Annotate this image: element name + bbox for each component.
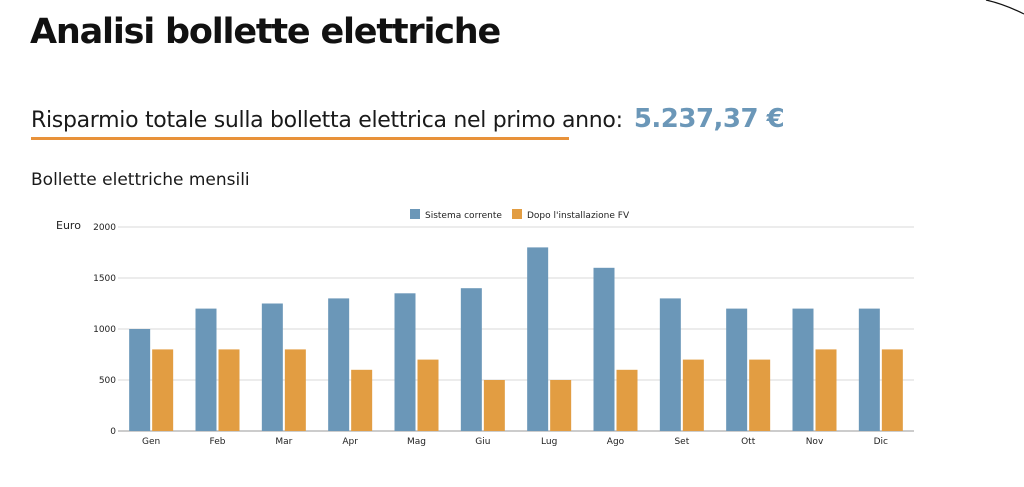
bar-after-nov [815, 349, 837, 431]
bar-current-dic [858, 308, 880, 431]
y-tick-label: 0 [110, 427, 116, 437]
savings-label: Risparmio totale sulla bolletta elettric… [31, 108, 623, 133]
bar-current-gen [129, 329, 151, 431]
bar-current-set [659, 298, 681, 431]
legend-label-after: Dopo l'installazione FV [527, 211, 630, 221]
savings-summary: Risparmio totale sulla bolletta elettric… [31, 104, 785, 134]
x-tick-label: Mag [407, 437, 426, 447]
corner-decoration [985, 0, 1024, 15]
bar-after-mar [284, 349, 306, 431]
bar-current-nov [792, 308, 814, 431]
x-tick-label: Ott [741, 437, 756, 447]
bar-current-mag [394, 293, 416, 431]
bar-after-giu [483, 380, 505, 431]
y-tick-label: 2000 [93, 223, 116, 233]
legend-label-current: Sistema corrente [425, 211, 502, 221]
chart-section-title: Bollette elettriche mensili [31, 170, 250, 190]
bar-after-set [682, 359, 704, 431]
bar-current-giu [460, 288, 482, 431]
bar-after-dic [881, 349, 903, 431]
bar-current-ott [726, 308, 748, 431]
bar-after-lug [550, 380, 572, 431]
legend-swatch-after [512, 209, 522, 219]
bar-after-ott [749, 359, 771, 431]
legend: Sistema corrente Dopo l'installazione FV [410, 209, 630, 221]
y-tick-label: 1000 [93, 325, 116, 335]
savings-underline [31, 137, 569, 140]
bar-current-apr [328, 298, 350, 431]
y-tick-label: 1500 [93, 274, 116, 284]
x-tick-label: Ago [607, 437, 625, 447]
bars [129, 247, 903, 431]
savings-value: 5.237,37 € [633, 104, 785, 134]
y-tick-labels: 0 500 1000 1500 2000 [93, 223, 116, 437]
x-tick-label: Gen [142, 437, 160, 447]
bar-current-feb [195, 308, 217, 431]
x-tick-label: Apr [342, 437, 358, 447]
y-axis-label: Euro [56, 219, 81, 232]
bar-after-apr [351, 369, 373, 431]
x-tick-label: Lug [541, 437, 557, 447]
page-title: Analisi bollette elettriche [30, 12, 501, 52]
legend-swatch-current [410, 209, 420, 219]
bar-after-ago [616, 369, 638, 431]
bar-after-gen [152, 349, 174, 431]
bar-current-lug [527, 247, 549, 431]
bar-current-ago [593, 267, 615, 431]
x-tick-label: Nov [806, 437, 824, 447]
x-tick-label: Dic [874, 437, 888, 447]
bar-current-mar [261, 303, 283, 431]
bar-after-mag [417, 359, 439, 431]
y-tick-label: 500 [99, 376, 116, 386]
monthly-bills-bar-chart: Sistema corrente Dopo l'installazione FV… [56, 209, 914, 447]
x-tick-label: Mar [275, 437, 292, 447]
x-tick-label: Giu [475, 437, 490, 447]
gridlines [118, 226, 914, 432]
x-tick-label: Set [674, 437, 689, 447]
x-tick-labels: Gen Feb Mar Apr Mag Giu Lug Ago Set Ott Nov Dic [142, 437, 888, 447]
x-tick-label: Feb [210, 437, 226, 447]
bar-after-feb [218, 349, 240, 431]
